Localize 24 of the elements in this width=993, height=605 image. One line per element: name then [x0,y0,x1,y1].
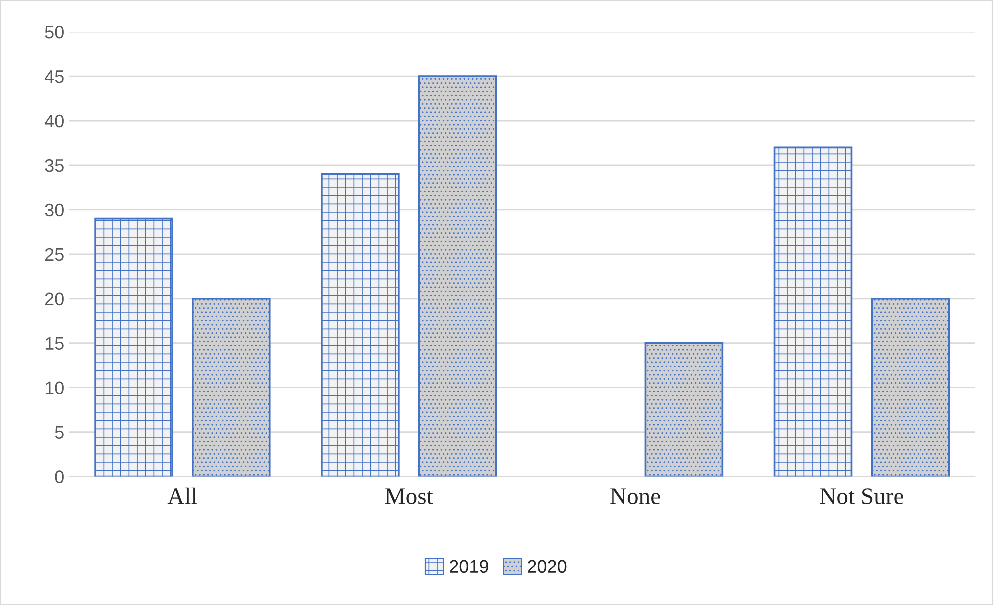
legend-label: 2019 [450,560,488,574]
bar [321,173,400,477]
x-tick-label: Not Sure [820,488,904,504]
y-tick-label: 5 [55,426,64,439]
x-tick-label: None [610,488,660,504]
y-tick-label: 20 [45,292,64,306]
x-tick-label: Most [386,488,434,504]
y-tick-label: 30 [45,204,64,217]
bar [644,342,724,477]
bar [192,298,271,477]
y-tick-label: 40 [44,114,64,128]
y-tick-label: 35 [45,159,64,172]
y-tick-label: 25 [45,248,64,262]
y-tick-label: 0 [55,470,64,484]
legend-label: 2020 [528,560,567,574]
bar [774,146,853,477]
y-tick-label: 10 [46,382,64,395]
y-tick-label: 50 [45,26,64,39]
bar [418,76,498,477]
y-tick-label: 45 [44,70,64,84]
y-tick-label: 15 [46,337,64,350]
x-tick-label: All [168,488,198,504]
bar [871,298,950,477]
bar [94,218,174,477]
